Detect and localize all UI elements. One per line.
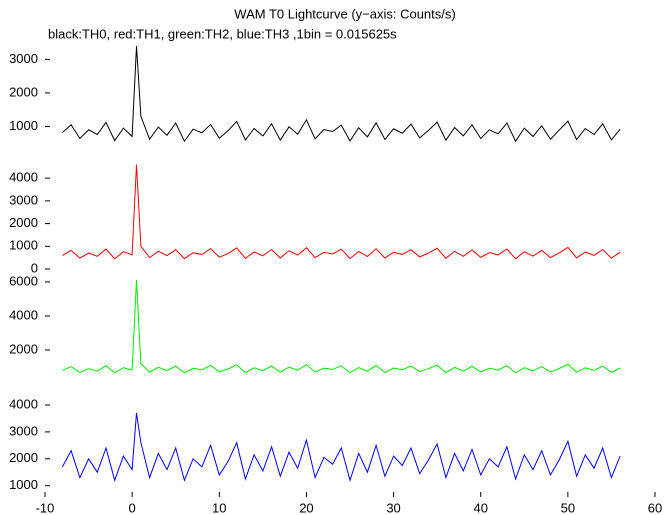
y-tick-label: 6000	[9, 273, 38, 288]
x-tick-label: 40	[473, 500, 487, 515]
y-tick-label: 2000	[9, 84, 38, 99]
y-tick-label: 1000	[9, 118, 38, 133]
y-tick-label: 1000	[9, 477, 38, 492]
y-tick-label: 2000	[9, 341, 38, 356]
chart-title: WAM T0 Lightcurve (y−axis: Counts/s)	[234, 6, 455, 21]
y-tick-label: 4000	[9, 396, 38, 411]
x-tick-label: 50	[561, 500, 575, 515]
lightcurve	[62, 164, 621, 260]
y-tick-label: 2000	[9, 215, 38, 230]
lightcurve	[62, 280, 621, 374]
lightcurve	[61, 413, 621, 483]
y-tick-label: 2000	[9, 450, 38, 465]
x-tick-label: 10	[212, 500, 226, 515]
x-tick-label: 0	[129, 500, 136, 515]
y-tick-label: 3000	[9, 51, 38, 66]
y-tick-label: 4000	[9, 307, 38, 322]
y-tick-label: 3000	[9, 192, 38, 207]
y-tick-label: 0	[31, 260, 38, 275]
y-tick-label: 1000	[9, 238, 38, 253]
x-tick-label: 60	[648, 500, 662, 515]
x-tick-label: -10	[36, 500, 55, 515]
chart-subtitle: black:TH0, red:TH1, green:TH2, blue:TH3 …	[48, 26, 397, 41]
y-tick-label: 3000	[9, 423, 38, 438]
lightcurve	[62, 45, 621, 143]
x-tick-label: 30	[386, 500, 400, 515]
y-tick-label: 4000	[9, 170, 38, 185]
x-tick-label: 20	[299, 500, 313, 515]
